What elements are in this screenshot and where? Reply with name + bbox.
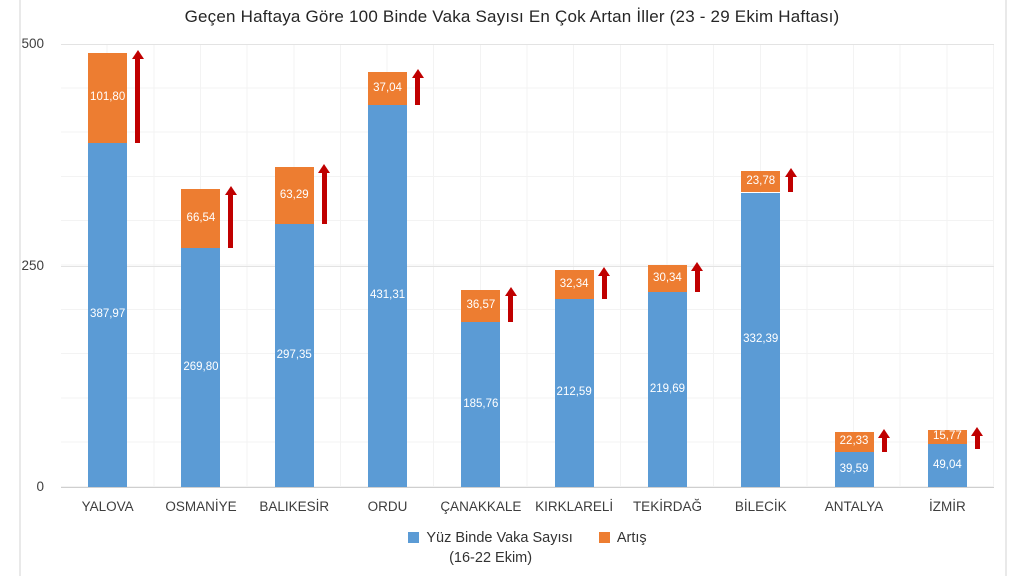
bar-value-label: 37,04 xyxy=(373,81,402,94)
bar-segment-cases: 49,04 xyxy=(927,443,967,487)
bar-segment-increase: 36,57 xyxy=(461,290,501,323)
bar-segment-cases: 219,69 xyxy=(647,292,687,487)
x-axis-category-label: ÇANAKKALE xyxy=(440,499,522,514)
x-axis-category-label: ANTALYA xyxy=(824,499,884,514)
gridline-major xyxy=(61,44,994,45)
x-axis-category-label: OSMANİYE xyxy=(165,499,237,514)
bar-value-label: 431,31 xyxy=(369,289,406,302)
bar-segment-increase: 63,29 xyxy=(274,167,314,224)
legend-swatch-cases-icon xyxy=(408,532,420,543)
x-axis: YALOVA OSMANİYE BALIKESİR ORDU ÇANAKKALE KIRK… xyxy=(61,498,994,518)
increase-up-arrow-icon xyxy=(971,426,984,449)
bar-segment-increase: 22,33 xyxy=(834,432,874,452)
bar-value-label: 32,34 xyxy=(559,277,589,290)
y-axis-tick-label: 0 xyxy=(36,479,44,494)
legend-item-cases: Yüz Binde Vaka Sayısı (16-22 Ekim) xyxy=(408,528,573,566)
bar-value-label: 49,04 xyxy=(932,458,962,471)
bar-value-label: 212,59 xyxy=(556,386,592,399)
bar-value-label: 22,33 xyxy=(839,435,869,448)
bar-value-label: 297,35 xyxy=(276,348,312,361)
bar-value-label: 39,59 xyxy=(839,462,869,475)
x-axis-category-label: KIRKLARELİ xyxy=(535,499,614,514)
bar-value-label: 36,57 xyxy=(466,299,496,312)
bar-segment-increase: 30,34 xyxy=(647,265,687,293)
bar-value-label: 185,76 xyxy=(463,397,499,410)
bar-segment-cases: 387,97 xyxy=(88,143,128,487)
bar-value-label: 101,80 xyxy=(90,91,126,104)
chart-title: Geçen Haftaya Göre 100 Binde Vaka Sayısı… xyxy=(184,7,840,26)
increase-up-arrow-icon xyxy=(224,186,237,248)
bar-value-label: 30,34 xyxy=(653,272,682,285)
x-axis-category-label: YALOVA xyxy=(81,499,134,514)
bar-segment-cases: 39,59 xyxy=(834,451,874,487)
x-axis-category-label: TEKİRDAĞ xyxy=(632,499,702,514)
x-axis-category-label: BİLECİK xyxy=(734,499,787,514)
y-axis: 0 250 500 xyxy=(0,36,48,494)
y-axis-tick-label: 250 xyxy=(21,257,44,273)
y-axis-tick-label: 500 xyxy=(21,36,44,51)
bar-segment-increase: 23,78 xyxy=(741,171,781,193)
bar-segment-cases: 185,76 xyxy=(461,322,501,487)
legend: Yüz Binde Vaka Sayısı (16-22 Ekim) Artış xyxy=(61,528,994,566)
bar-segment-increase: 37,04 xyxy=(368,72,408,105)
bar-segment-cases: 269,80 xyxy=(181,247,221,487)
bar-value-label: 219,69 xyxy=(649,382,686,395)
x-axis-category-label: İZMİR xyxy=(928,499,966,514)
increase-up-arrow-icon xyxy=(784,168,797,193)
bar-value-label: 63,29 xyxy=(279,188,309,201)
legend-sublabel-cases: (16-22 Ekim) xyxy=(449,550,533,566)
bar-segment-cases: 212,59 xyxy=(554,298,594,487)
bar-value-label: 332,39 xyxy=(743,332,779,345)
bar-value-label: 66,54 xyxy=(186,211,216,224)
increase-up-arrow-icon xyxy=(318,164,331,224)
bar-segment-increase: 101,80 xyxy=(88,53,128,144)
increase-up-arrow-icon xyxy=(878,429,891,452)
increase-up-arrow-icon xyxy=(598,266,611,299)
bar-value-label: 387,97 xyxy=(90,308,126,321)
plot-area: 387,97 101,80 269,80 66,54 297,35 63,29 431,31… xyxy=(61,44,994,488)
bar-segment-increase: 66,54 xyxy=(181,189,221,248)
bar-value-label: 23,78 xyxy=(746,175,776,188)
gridline-major xyxy=(61,265,994,267)
frame-edge-right xyxy=(1005,0,1007,576)
bar-value-label: 15,77 xyxy=(932,429,962,442)
bar-segment-cases: 297,35 xyxy=(274,223,314,487)
x-axis-category-label: ORDU xyxy=(367,499,408,514)
bar-segment-increase: 32,34 xyxy=(554,269,594,299)
increase-up-arrow-icon xyxy=(131,50,144,144)
increase-up-arrow-icon xyxy=(504,287,517,323)
legend-label-increase: Artış xyxy=(616,529,647,546)
bar-segment-cases: 332,39 xyxy=(741,192,781,487)
x-axis-category-label: BALIKESİR xyxy=(259,499,330,514)
legend-swatch-increase-icon xyxy=(598,532,610,543)
increase-up-arrow-icon xyxy=(691,262,704,293)
legend-label-cases: Yüz Binde Vaka Sayısı xyxy=(426,529,573,546)
increase-up-arrow-icon xyxy=(411,69,424,105)
frame-edge-left xyxy=(19,0,21,576)
legend-item-increase: Artış xyxy=(598,528,647,547)
bar-segment-cases: 431,31 xyxy=(368,104,408,487)
bar-value-label: 269,80 xyxy=(183,360,219,373)
bar-segment-increase: 15,77 xyxy=(927,429,967,444)
